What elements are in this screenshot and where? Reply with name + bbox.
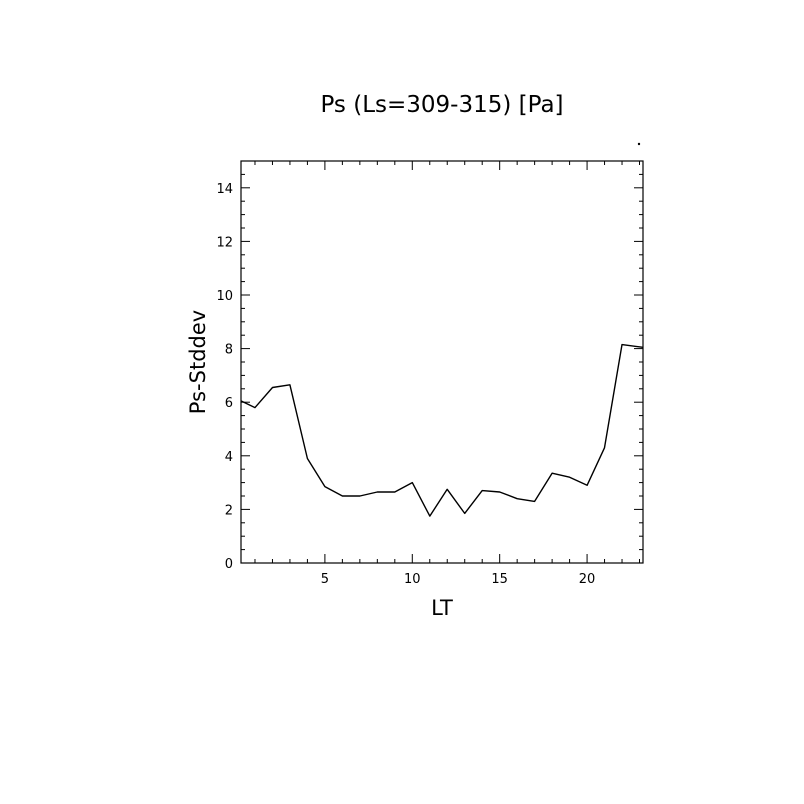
y-tick-label: 10 xyxy=(216,289,233,304)
y-axis: 0 2 4 6 8 10 12 14 xyxy=(216,173,643,572)
y-axis-label: Ps-Stddev xyxy=(186,310,210,414)
x-tick-label: 10 xyxy=(404,572,421,587)
series-line xyxy=(240,343,644,517)
y-tick-label: 12 xyxy=(216,235,233,250)
y-tick-label: 0 xyxy=(225,557,233,572)
x-axis-label: LT xyxy=(431,596,453,620)
x-axis: 5 10 15 20 xyxy=(254,161,641,587)
plot-frame xyxy=(240,160,644,564)
y-tick-label: 6 xyxy=(225,396,233,411)
y-tick-label: 14 xyxy=(216,182,233,197)
y-tick-label: 2 xyxy=(225,503,233,518)
y-tick-label: 4 xyxy=(225,450,233,465)
chart-title: Ps (Ls=309-315) [Pa] xyxy=(320,92,563,118)
x-tick-label: 20 xyxy=(579,572,596,587)
x-tick-label: 5 xyxy=(321,572,329,587)
y-tick-label: 8 xyxy=(225,343,233,358)
x-tick-label: 15 xyxy=(491,572,508,587)
corner-dot xyxy=(637,142,641,146)
